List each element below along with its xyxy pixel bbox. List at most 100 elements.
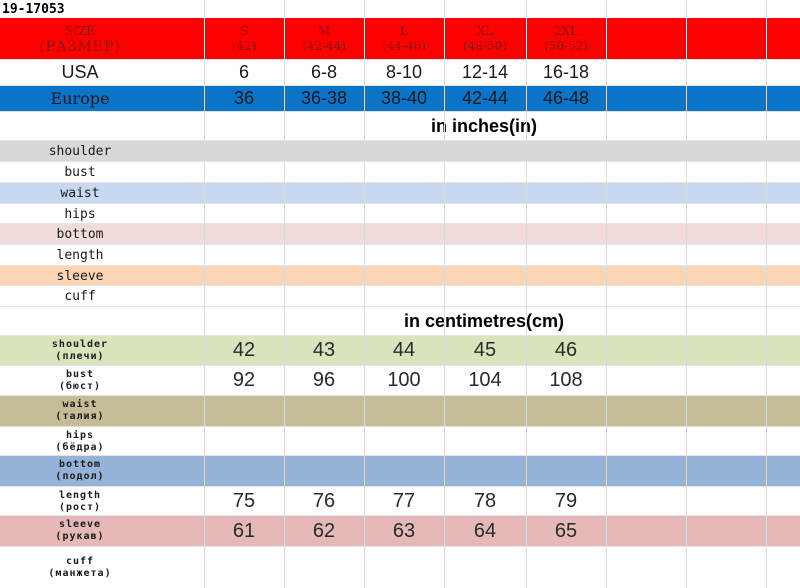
inch-row-hips: hips bbox=[0, 204, 800, 224]
cm-value: 100 bbox=[387, 369, 421, 391]
europe-value: 36 bbox=[233, 88, 255, 108]
cm-row-label: waist (талия) bbox=[0, 396, 160, 426]
size-col-2xl: 2XL (50-52) bbox=[526, 18, 606, 59]
cm-label-en: cuff bbox=[65, 555, 95, 567]
size-label-ru: (РАЗМЕР) bbox=[39, 38, 121, 55]
size-header-row: SIZE (РАЗМЕР) S (42) M (42-44) L (44-46)… bbox=[0, 18, 800, 59]
inch-row-label: bottom bbox=[56, 227, 104, 242]
cm-value: 65 bbox=[554, 519, 578, 542]
cm-value: 64 bbox=[473, 519, 497, 542]
size-col-s: S (42) bbox=[204, 18, 284, 59]
size-name: 2XL bbox=[553, 23, 579, 38]
europe-value: 38-40 bbox=[380, 88, 428, 108]
europe-row: Europe 36 36-38 38-40 42-44 46-48 bbox=[0, 86, 800, 111]
europe-label: Europe bbox=[50, 89, 110, 108]
size-name: XL bbox=[476, 23, 494, 38]
cm-row-shoulder: shoulder (плечи) 42 43 44 45 46 bbox=[0, 336, 800, 365]
size-col-m: M (42-44) bbox=[284, 18, 364, 59]
usa-value: 6 bbox=[238, 61, 249, 82]
inch-row-shoulder: shoulder bbox=[0, 141, 800, 162]
inch-row-label: cuff bbox=[64, 289, 96, 304]
europe-value: 42-44 bbox=[461, 88, 509, 108]
usa-value: 12-14 bbox=[461, 61, 509, 82]
cm-title: in centimetres(cm) bbox=[403, 310, 565, 331]
europe-value: 46-48 bbox=[542, 88, 590, 108]
size-range: (44-46) bbox=[382, 38, 426, 53]
cm-value: 45 bbox=[473, 339, 497, 361]
inch-row-label: length bbox=[56, 248, 104, 263]
cm-row-label: length (рост) bbox=[0, 487, 160, 516]
inch-row-label: hips bbox=[64, 206, 96, 222]
cm-value: 77 bbox=[392, 490, 416, 512]
size-name: S bbox=[239, 23, 249, 38]
cm-value: 61 bbox=[232, 519, 256, 542]
cm-value: 79 bbox=[554, 490, 578, 512]
size-col-l: L (44-46) bbox=[364, 18, 444, 59]
usa-value: 6-8 bbox=[310, 61, 337, 82]
cm-value: 62 bbox=[312, 519, 336, 542]
cm-row-label: bottom (подол) bbox=[0, 456, 160, 486]
europe-value: 36-38 bbox=[300, 88, 348, 108]
inch-row-label: bust bbox=[64, 165, 96, 180]
cm-label-ru: (подол) bbox=[55, 471, 105, 482]
cm-value: 44 bbox=[392, 339, 416, 361]
cm-value: 78 bbox=[473, 490, 497, 512]
size-range: (50-52) bbox=[544, 38, 588, 53]
cm-label-ru: (рукав) bbox=[55, 531, 105, 542]
cm-label-ru: (бёдра) bbox=[55, 441, 105, 453]
cm-value: 104 bbox=[468, 369, 502, 391]
inch-row-label: waist bbox=[60, 186, 100, 201]
inch-row-sleeve: sleeve bbox=[0, 266, 800, 286]
cm-label-en: bust bbox=[65, 368, 95, 380]
cm-value: 92 bbox=[232, 369, 256, 391]
usa-row: USA 6 6-8 8-10 12-14 16-18 bbox=[0, 60, 800, 84]
cm-label-en: hips bbox=[65, 429, 95, 441]
cm-row-length: length (рост) 75 76 77 78 79 bbox=[0, 487, 800, 516]
cm-row-label: sleeve (рукав) bbox=[0, 516, 160, 546]
cm-label-en: bottom bbox=[58, 459, 102, 470]
cm-label-ru: (талия) bbox=[55, 411, 105, 422]
usa-label: USA bbox=[61, 61, 99, 82]
cm-row-cuff: cuff (манжета) bbox=[0, 547, 800, 588]
cm-row-label: shoulder (плечи) bbox=[0, 336, 160, 365]
cm-label-en: waist bbox=[62, 399, 98, 410]
inch-row-label: shoulder bbox=[48, 144, 112, 159]
size-col-xl: XL (48-50) bbox=[444, 18, 526, 59]
cm-value: 42 bbox=[232, 339, 256, 361]
size-range: (48-50) bbox=[463, 38, 507, 53]
cm-row-label: hips (бёдра) bbox=[0, 427, 160, 456]
cm-value: 108 bbox=[549, 369, 583, 391]
cm-label-en: length bbox=[58, 489, 102, 501]
cm-row-label: bust (бюст) bbox=[0, 366, 160, 395]
cm-row-waist: waist (талия) bbox=[0, 396, 800, 426]
usa-value: 16-18 bbox=[542, 61, 590, 82]
inch-row-waist: waist bbox=[0, 183, 800, 204]
cm-label-en: shoulder bbox=[51, 338, 109, 350]
inch-row-bottom: bottom bbox=[0, 224, 800, 245]
cm-row-label: cuff (манжета) bbox=[0, 547, 160, 588]
product-code: 19-17053 bbox=[2, 1, 65, 17]
cm-label-ru: (рост) bbox=[58, 501, 102, 513]
usa-value: 8-10 bbox=[385, 61, 423, 82]
cm-row-bust: bust (бюст) 92 96 100 104 108 bbox=[0, 366, 800, 395]
cm-value: 76 bbox=[312, 490, 336, 512]
cm-row-hips: hips (бёдра) bbox=[0, 427, 800, 456]
size-label: SIZE bbox=[64, 23, 96, 38]
size-name: L bbox=[400, 23, 408, 38]
cm-value: 63 bbox=[392, 519, 416, 542]
inch-row-length: length bbox=[0, 245, 800, 266]
cm-label-en: sleeve bbox=[58, 519, 102, 530]
cm-value: 46 bbox=[554, 339, 578, 361]
size-range: (42-44) bbox=[302, 38, 346, 53]
cm-label-ru: (плечи) bbox=[55, 350, 105, 362]
inches-title: in inches(in) bbox=[430, 115, 537, 136]
inch-row-cuff: cuff bbox=[0, 286, 800, 307]
size-range: (42) bbox=[231, 38, 257, 53]
cm-title-row: in centimetres(cm) bbox=[0, 307, 800, 335]
cm-label-ru: (манжета) bbox=[48, 567, 112, 579]
cm-value: 43 bbox=[312, 339, 336, 361]
inch-row-label: sleeve bbox=[56, 268, 104, 284]
inches-title-row: in inches(in) bbox=[0, 112, 800, 140]
size-header-label: SIZE (РАЗМЕР) bbox=[0, 18, 160, 59]
